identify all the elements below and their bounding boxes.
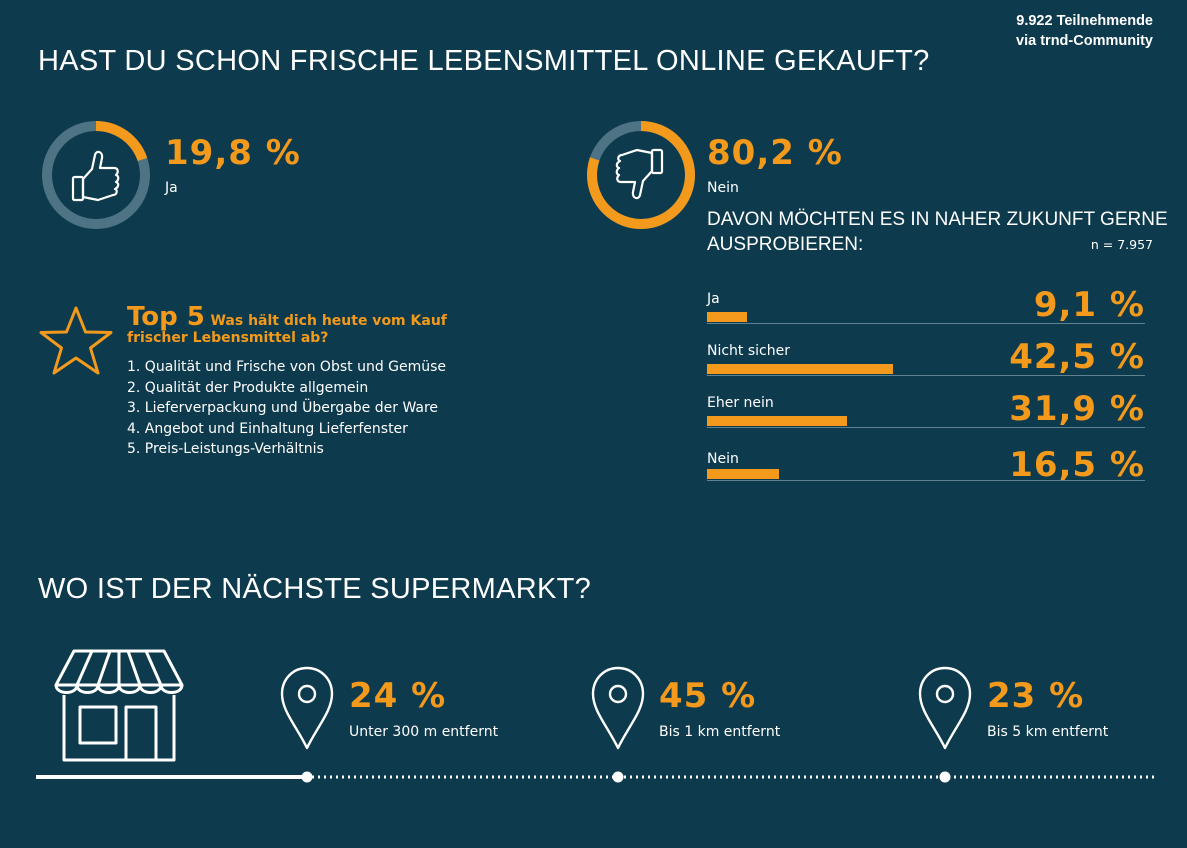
map-pin-icon <box>591 666 645 750</box>
source-note: 9.922 Teilnehmende via trnd-Community <box>1016 11 1153 51</box>
bar-baseline <box>707 375 1145 376</box>
followup-title-line-1: DAVON MÖCHTEN ES IN NAHER ZUKUNFT GERNE <box>707 209 1168 230</box>
top5-title: Top 5 <box>127 302 205 332</box>
question-1-title: HAST DU SCHON FRISCHE LEBENSMITTEL ONLIN… <box>38 45 930 77</box>
list-item: 5. Preis-Leistungs-Verhältnis <box>127 441 324 457</box>
bar <box>707 312 747 322</box>
top5-heading: Top 5 Was hält dich heute vom Kauf frisc… <box>127 302 457 346</box>
followup-title: DAVON MÖCHTEN ES IN NAHER ZUKUNFT GERNE … <box>707 207 1168 257</box>
timeline-dot <box>301 771 313 783</box>
bar-row: Ja 9,1 % <box>707 285 1145 343</box>
distance-percentage: 45 % <box>659 676 757 716</box>
source-participants: 9.922 Teilnehmende <box>1016 13 1153 29</box>
no-label: Nein <box>707 180 739 196</box>
top5-question-line-1: Was hält dich heute vom Kauf <box>210 313 447 329</box>
yes-donut-arc <box>42 121 150 229</box>
timeline-dot <box>612 771 624 783</box>
distance-label: Bis 5 km entfernt <box>987 724 1109 740</box>
bar <box>707 416 847 426</box>
map-pin-icon <box>918 666 972 750</box>
bar-label: Ja <box>707 291 720 307</box>
list-item: 1. Qualität und Frische von Obst und Gem… <box>127 359 447 375</box>
no-percentage: 80,2 % <box>707 133 843 173</box>
question-2-title: WO IST DER NÄCHSTE SUPERMARKT? <box>38 573 592 605</box>
bar-baseline <box>707 480 1145 481</box>
bar <box>707 364 893 374</box>
timeline-dot <box>939 771 951 783</box>
timeline <box>36 771 1154 783</box>
top5-list: 1. Qualität und Frische von Obst und Gem… <box>127 357 446 460</box>
bar-row: Nicht sicher 42,5 % <box>707 337 1145 395</box>
bar-value-label: 16,5 % <box>1009 445 1145 485</box>
list-item: 2. Qualität der Produkte allgemein <box>127 379 369 396</box>
store-icon <box>54 649 184 762</box>
distance-percentage: 24 % <box>349 676 447 716</box>
thumbs-down-icon <box>615 148 664 200</box>
list-item: 4. Angebot und Einhaltung Lieferfenster <box>127 420 408 437</box>
list-item: 3. Lieferverpackung und Übergabe der War… <box>127 400 439 416</box>
bar-label: Eher nein <box>707 395 774 411</box>
bar-baseline <box>707 323 1145 324</box>
no-donut <box>587 121 695 229</box>
bar-baseline <box>707 427 1145 428</box>
distance-label: Bis 1 km entfernt <box>659 724 781 740</box>
yes-percentage: 19,8 % <box>165 133 301 173</box>
followup-title-line-2: AUSPROBIEREN: <box>707 234 864 255</box>
top5-question-line-2: frischer Lebensmittel ab? <box>127 330 329 346</box>
bar-row: Eher nein 31,9 % <box>707 389 1145 447</box>
yes-donut <box>42 121 150 229</box>
bar-row: Nein 16,5 % <box>707 445 1145 503</box>
distance-percentage: 23 % <box>987 676 1085 716</box>
source-community: via trnd-Community <box>1016 33 1153 49</box>
bar-value-label: 9,1 % <box>1033 285 1145 325</box>
no-donut-arc <box>587 121 695 229</box>
distance-label: Unter 300 m entfernt <box>349 724 499 740</box>
star-icon <box>39 306 113 375</box>
bar <box>707 469 779 479</box>
bar-label: Nicht sicher <box>707 343 790 359</box>
bar-value-label: 42,5 % <box>1009 337 1145 377</box>
yes-label: Ja <box>165 180 178 196</box>
sample-size: n = 7.957 <box>1090 237 1153 252</box>
bar-value-label: 31,9 % <box>1009 389 1145 429</box>
map-pin-icon <box>280 666 334 750</box>
bar-label: Nein <box>707 451 739 467</box>
thumbs-up-icon <box>71 150 120 202</box>
